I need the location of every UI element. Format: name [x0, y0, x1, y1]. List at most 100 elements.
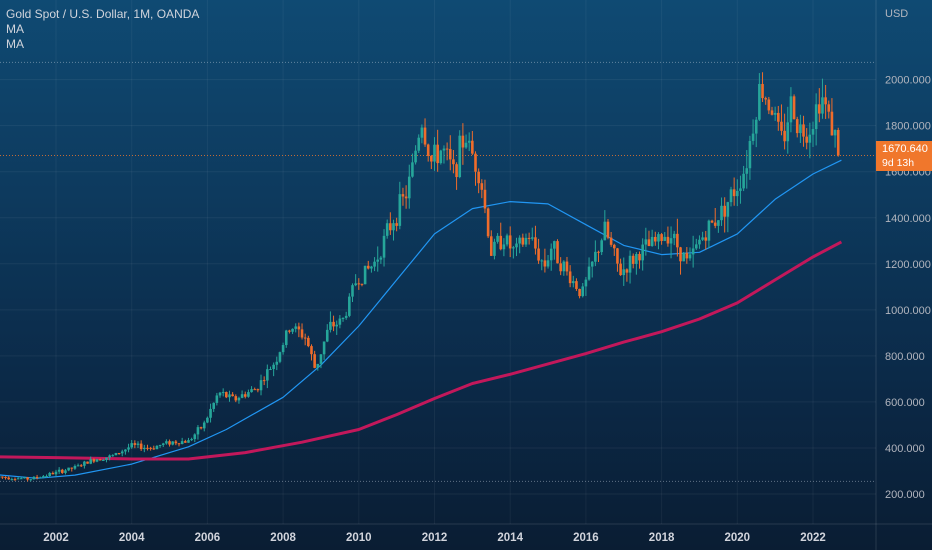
year-tick-label: 2018 — [649, 532, 675, 544]
candle — [540, 259, 544, 271]
candle — [152, 445, 156, 450]
year-tick-label: 2010 — [346, 532, 372, 544]
candle — [354, 274, 357, 287]
candle — [521, 233, 525, 247]
candle — [679, 246, 682, 275]
candle — [348, 293, 351, 318]
candle — [628, 250, 632, 284]
candle — [291, 328, 294, 335]
candle — [7, 476, 10, 480]
candle — [742, 165, 745, 192]
candle — [565, 256, 569, 276]
candle — [818, 88, 821, 123]
symbol-title[interactable]: Gold Spot / U.S. Dollar, 1M, OANDA — [6, 7, 200, 21]
price-tick-label: 200.000 — [885, 489, 925, 501]
candle — [259, 374, 263, 396]
candle — [111, 454, 115, 457]
moving-average-fast-line[interactable] — [0, 159, 842, 479]
candle — [171, 441, 175, 446]
candle — [761, 72, 764, 102]
candle — [366, 260, 370, 270]
candle — [332, 315, 335, 332]
candle — [758, 73, 761, 121]
candle — [139, 440, 143, 451]
candle — [562, 260, 566, 276]
indicator-ma-fast[interactable]: MA — [6, 22, 24, 36]
candle — [284, 329, 288, 348]
candle — [281, 342, 285, 355]
candle — [275, 356, 279, 371]
price-tick-label: 2000.000 — [885, 75, 931, 87]
price-tick-label: 600.000 — [885, 397, 925, 409]
candle — [524, 233, 528, 247]
candle — [325, 324, 329, 343]
candle — [240, 390, 244, 399]
candle — [149, 446, 152, 451]
candle — [603, 210, 607, 241]
candle — [23, 476, 26, 479]
candle — [389, 212, 392, 235]
candle — [108, 454, 111, 461]
indicator-ma-slow[interactable]: MA — [6, 37, 24, 51]
candle — [177, 443, 181, 447]
candle — [612, 243, 616, 256]
candle — [266, 364, 269, 389]
candle — [483, 179, 487, 214]
candle — [568, 265, 572, 288]
candle — [720, 197, 723, 226]
candle — [414, 145, 417, 165]
candle — [79, 464, 83, 468]
moving-averages — [0, 159, 843, 479]
candle — [701, 231, 704, 242]
candle — [231, 392, 234, 397]
candle — [436, 129, 439, 172]
candle — [594, 240, 597, 267]
candle — [376, 246, 380, 272]
candle — [575, 278, 578, 291]
candle — [489, 230, 493, 256]
candle — [534, 225, 537, 255]
candle — [360, 283, 364, 287]
candle — [92, 458, 96, 464]
candle — [234, 394, 238, 403]
candle — [688, 247, 692, 261]
candle — [319, 354, 323, 369]
candle — [338, 315, 342, 329]
candle — [430, 154, 433, 170]
price-tick-label: 800.000 — [885, 351, 925, 363]
candle — [262, 376, 266, 386]
candle — [508, 226, 512, 258]
candle — [13, 477, 17, 481]
candle — [401, 187, 405, 206]
candle — [710, 219, 714, 224]
price-tick-label: 1000.000 — [885, 305, 931, 317]
candle — [442, 145, 446, 164]
candle — [407, 164, 411, 209]
candle — [669, 226, 673, 259]
candle — [505, 233, 509, 247]
candle — [723, 197, 726, 233]
candle — [786, 106, 790, 154]
candle — [48, 471, 51, 478]
last-price-tag: 1670.640 9d 13h — [876, 141, 932, 171]
candle — [713, 208, 717, 229]
year-tick-label: 2002 — [43, 532, 69, 544]
candle — [619, 258, 622, 276]
candle — [515, 237, 518, 257]
candle — [253, 387, 257, 391]
candle — [57, 467, 61, 474]
candle — [600, 238, 603, 256]
candle — [625, 268, 629, 282]
candle — [212, 402, 216, 412]
candle — [114, 452, 118, 456]
moving-average-slow-line[interactable] — [0, 240, 843, 461]
candle — [382, 229, 386, 267]
candle — [486, 207, 490, 239]
candle — [464, 134, 468, 149]
candle — [300, 323, 304, 340]
candle — [726, 201, 730, 233]
price-tick-label: 400.000 — [885, 443, 925, 455]
candle — [773, 106, 777, 121]
